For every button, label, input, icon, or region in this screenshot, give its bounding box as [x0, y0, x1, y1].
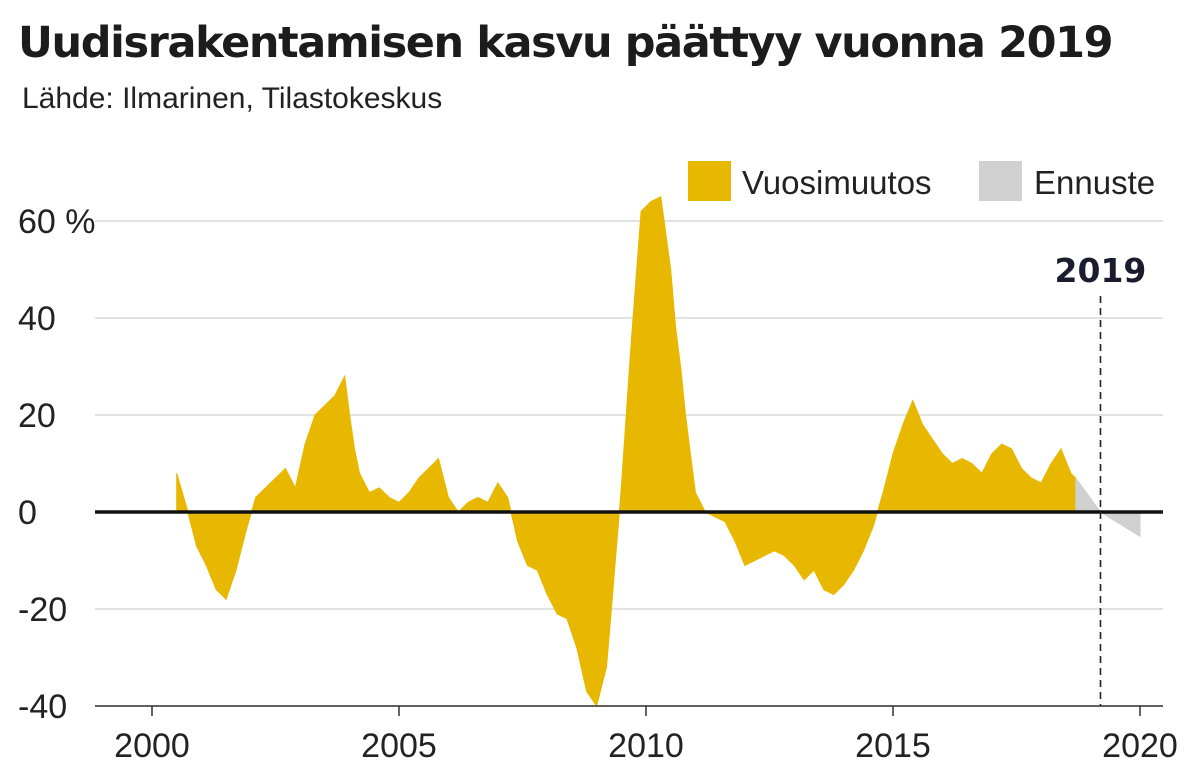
x-tick-label: 2010	[608, 727, 684, 765]
x-tick-label: 2000	[114, 727, 190, 765]
legend-label-ennuste: Ennuste	[1034, 164, 1155, 201]
series-area-ennuste	[1075, 476, 1141, 538]
y-tick-label: 0	[18, 494, 37, 532]
legend-swatch-ennuste	[979, 161, 1022, 201]
x-tick-label: 2005	[361, 727, 437, 765]
data-areas	[176, 196, 1141, 708]
chart-title: Uudisrakentamisen kasvu päättyy vuonna 2…	[18, 18, 1114, 68]
chart-subtitle: Lähde: Ilmarinen, Tilastokeskus	[22, 82, 443, 115]
y-tick-label: 20	[18, 397, 56, 435]
x-tick-label: 2020	[1102, 727, 1178, 765]
y-tick-label: 60 %	[18, 203, 96, 241]
legend: Vuosimuutos Ennuste	[688, 161, 1155, 201]
legend-label-vuosimuutos: Vuosimuutos	[742, 164, 932, 201]
legend-swatch-vuosimuutos	[688, 161, 731, 201]
y-tick-label: -20	[18, 591, 67, 629]
axes: -40 -20 0 20 40 60 % 2000 2005 2010 2015 2020	[18, 203, 1178, 765]
x-tick-label: 2015	[855, 727, 931, 765]
reference-lines: 2019	[95, 251, 1163, 706]
y-tick-label: 40	[18, 300, 56, 338]
marker-label-2019: 2019	[1055, 251, 1147, 290]
y-tick-label: -40	[18, 688, 67, 726]
series-area-vuosimuutos	[176, 196, 1077, 708]
